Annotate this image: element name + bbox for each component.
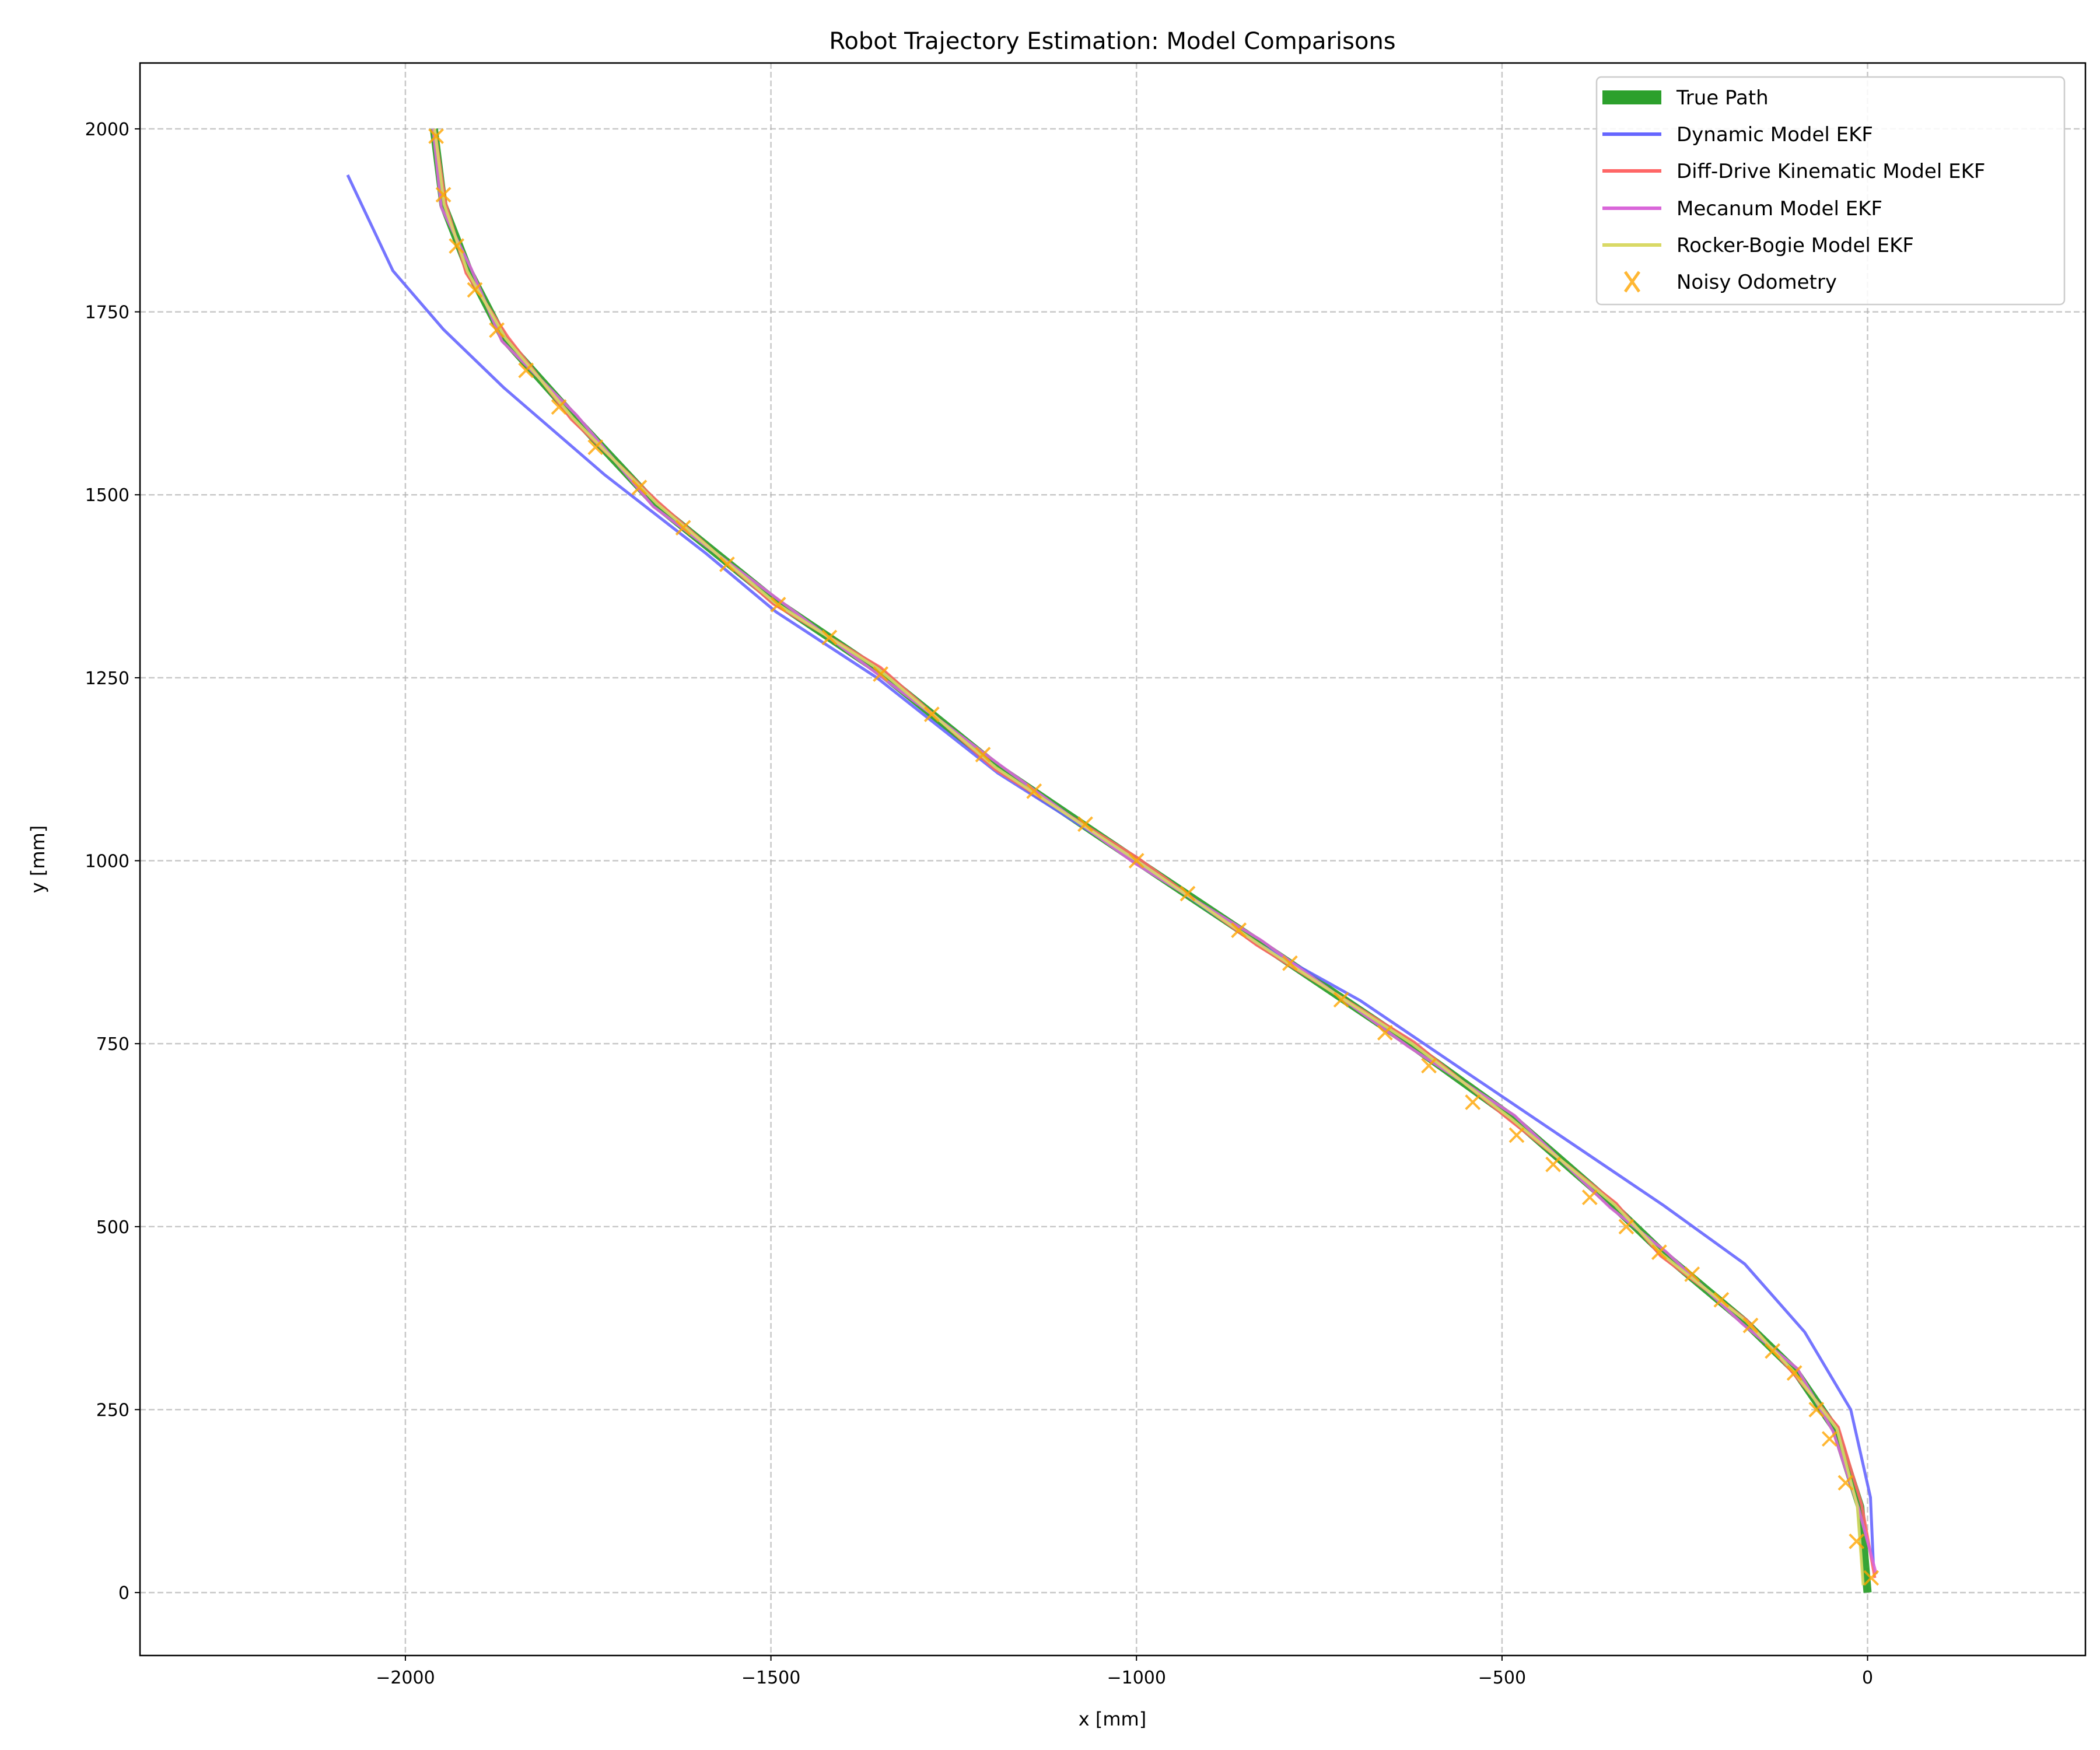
- odometry-point: [1838, 1475, 1854, 1491]
- odometry-point: [1742, 1317, 1759, 1334]
- legend-label-mecanum-model-ekf: Mecanum Model EKF: [1676, 197, 1882, 220]
- odometry-point: [1128, 853, 1144, 869]
- y-tick-label: 750: [96, 1034, 130, 1055]
- odometry-point: [1026, 783, 1042, 799]
- odometry-point: [1786, 1365, 1803, 1381]
- y-tick-label: 1500: [85, 485, 130, 506]
- x-tick-label: −500: [1478, 1668, 1526, 1688]
- dynamic-model-ekf-line: [346, 174, 1875, 1566]
- y-axis-label: y [mm]: [27, 825, 49, 893]
- odometry-point: [923, 706, 940, 723]
- odometry-point: [821, 629, 838, 646]
- x-tick-label: −1000: [1107, 1668, 1166, 1688]
- odometry-point: [1808, 1402, 1825, 1418]
- odometry-point: [1545, 1156, 1562, 1172]
- y-tick-label: 500: [96, 1217, 130, 1238]
- odometry-point: [719, 556, 735, 572]
- odometry-point: [1465, 1094, 1481, 1110]
- chart-title: Robot Trajectory Estimation: Model Compa…: [829, 28, 1395, 55]
- odometry-point: [1421, 1058, 1437, 1074]
- odometry-point: [1651, 1244, 1667, 1261]
- plot-area: [346, 128, 1880, 1593]
- y-tick-label: 1000: [85, 852, 130, 872]
- odometry-point: [518, 362, 534, 379]
- legend-box: [1595, 76, 2066, 306]
- legend: True Path Dynamic Model EKF Diff-Drive Kin…: [1595, 76, 2066, 306]
- legend-label-diff-drive-kinematic-model-ekf: Diff-Drive Kinematic Model EKF: [1676, 160, 1985, 183]
- legend-swatch-noisy-odometry: [1623, 271, 1641, 293]
- legend-label-noisy-odometry: Noisy Odometry: [1676, 271, 1837, 294]
- y-tick-label: 250: [96, 1400, 130, 1420]
- y-tick-label: 1250: [85, 668, 130, 689]
- odometry-point: [587, 439, 604, 456]
- odometry-point: [1180, 886, 1196, 902]
- odometry-point: [1581, 1189, 1598, 1206]
- odometry-point: [770, 596, 786, 612]
- odometry-point: [551, 399, 567, 415]
- axis-ticks: −2000 −1500 −1000 −500 0 0 250 500 750 1000 1250 15…: [85, 120, 1873, 1688]
- legend-label-true-path: True Path: [1676, 86, 1769, 110]
- odometry-point: [489, 322, 505, 338]
- odometry-point: [1849, 1533, 1865, 1549]
- odometry-point: [1863, 1570, 1880, 1586]
- odometry-point: [428, 128, 444, 144]
- x-tick-label: −2000: [376, 1668, 435, 1688]
- odometry-point: [449, 238, 465, 254]
- odometry-point: [975, 747, 991, 763]
- odometry-point: [1508, 1127, 1525, 1143]
- odometry-point: [675, 520, 691, 536]
- odometry-point: [1377, 1024, 1393, 1041]
- odometry-point: [1821, 1431, 1838, 1447]
- y-tick-label: 2000: [85, 120, 130, 140]
- diff-drive-kinematic-model-ekf-line: [433, 128, 1877, 1578]
- odometry-point: [1231, 922, 1247, 939]
- odometry-point: [1618, 1219, 1634, 1235]
- y-tick-label: 1750: [85, 303, 130, 323]
- legend-label-dynamic-model-ekf: Dynamic Model EKF: [1676, 123, 1873, 146]
- legend-label-rocker-bogie-model-ekf: Rocker-Bogie Model EKF: [1676, 234, 1914, 257]
- x-tick-label: −1500: [741, 1668, 800, 1688]
- odometry-point: [873, 666, 888, 682]
- x-axis-label: x [mm]: [1079, 1708, 1146, 1730]
- odometry-point: [435, 187, 452, 203]
- odometry-point: [1282, 955, 1298, 971]
- odometry-point: [467, 282, 483, 298]
- odometry-point: [631, 480, 648, 496]
- x-tick-label: 0: [1862, 1668, 1873, 1688]
- odometry-point: [1077, 816, 1093, 832]
- y-tick-label: 0: [118, 1583, 130, 1604]
- odometry-point: [1713, 1292, 1730, 1308]
- axes-frame: [139, 62, 2087, 1657]
- odometry-point: [1684, 1266, 1700, 1282]
- odometry-point: [1333, 992, 1349, 1008]
- rocker-bogie-model-ekf-line: [433, 128, 1865, 1586]
- odometry-point: [1765, 1343, 1781, 1359]
- mecanum-model-ekf-line: [432, 128, 1878, 1575]
